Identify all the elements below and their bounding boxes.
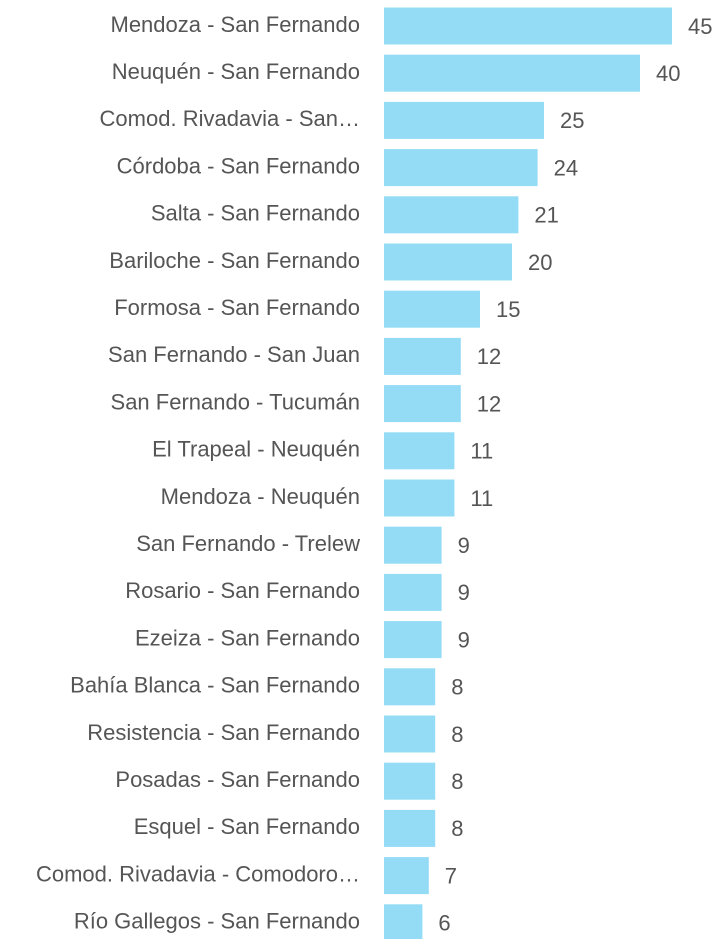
category-label: Río Gallegos - San Fernando: [74, 909, 360, 934]
category-label: Salta - San Fernando: [151, 201, 360, 226]
value-label: 20: [528, 250, 552, 275]
bar: [384, 715, 436, 753]
value-label: 6: [438, 911, 450, 936]
value-label: 8: [451, 769, 463, 794]
bar: [384, 668, 436, 706]
category-label: San Fernando - Trelew: [136, 531, 360, 556]
bar: [384, 149, 538, 187]
bar: [384, 526, 442, 564]
category-label: Córdoba - San Fernando: [117, 153, 360, 178]
value-label: 8: [451, 816, 463, 841]
category-label: Comod. Rivadavia - San…: [100, 106, 360, 131]
bar: [384, 573, 442, 611]
value-label: 7: [445, 863, 457, 888]
bar: [384, 385, 461, 423]
category-label: Comod. Rivadavia - Comodoro…: [36, 861, 360, 886]
value-label: 21: [534, 203, 558, 228]
category-label: Bahía Blanca - San Fernando: [70, 673, 360, 698]
value-label: 12: [477, 344, 501, 369]
value-label: 24: [554, 155, 578, 180]
category-label: Neuquén - San Fernando: [112, 59, 360, 84]
bar: [384, 54, 640, 92]
category-label: Formosa - San Fernando: [114, 295, 360, 320]
bar: [384, 904, 423, 939]
bar: [384, 101, 544, 139]
value-label: 12: [477, 391, 501, 416]
category-label: San Fernando - San Juan: [108, 342, 360, 367]
bar: [384, 857, 429, 895]
bar: [384, 337, 461, 375]
category-label: Bariloche - San Fernando: [109, 248, 360, 273]
bar: [384, 243, 512, 281]
bar: [384, 196, 519, 234]
bar: [384, 7, 672, 45]
value-label: 9: [458, 533, 470, 558]
category-label: San Fernando - Tucumán: [111, 389, 360, 414]
category-label: Mendoza - San Fernando: [111, 12, 361, 37]
category-label: Mendoza - Neuquén: [161, 484, 360, 509]
category-label: Rosario - San Fernando: [125, 578, 360, 603]
category-label: Ezeiza - San Fernando: [135, 625, 360, 650]
category-label: Resistencia - San Fernando: [87, 720, 360, 745]
bar: [384, 290, 480, 328]
value-label: 9: [458, 580, 470, 605]
value-label: 25: [560, 108, 584, 133]
bar: [384, 479, 455, 517]
category-label: Posadas - San Fernando: [115, 767, 360, 792]
bar: [384, 809, 436, 847]
category-label: El Trapeal - Neuquén: [152, 437, 360, 462]
value-label: 40: [656, 61, 680, 86]
value-label: 15: [496, 297, 520, 322]
value-label: 45: [688, 14, 712, 39]
value-label: 8: [451, 675, 463, 700]
value-label: 11: [470, 486, 493, 511]
bar: [384, 432, 455, 470]
value-label: 11: [470, 439, 493, 464]
value-label: 9: [458, 627, 470, 652]
value-label: 8: [451, 722, 463, 747]
bar: [384, 621, 442, 659]
category-label: Esquel - San Fernando: [134, 814, 360, 839]
bar: [384, 762, 436, 800]
